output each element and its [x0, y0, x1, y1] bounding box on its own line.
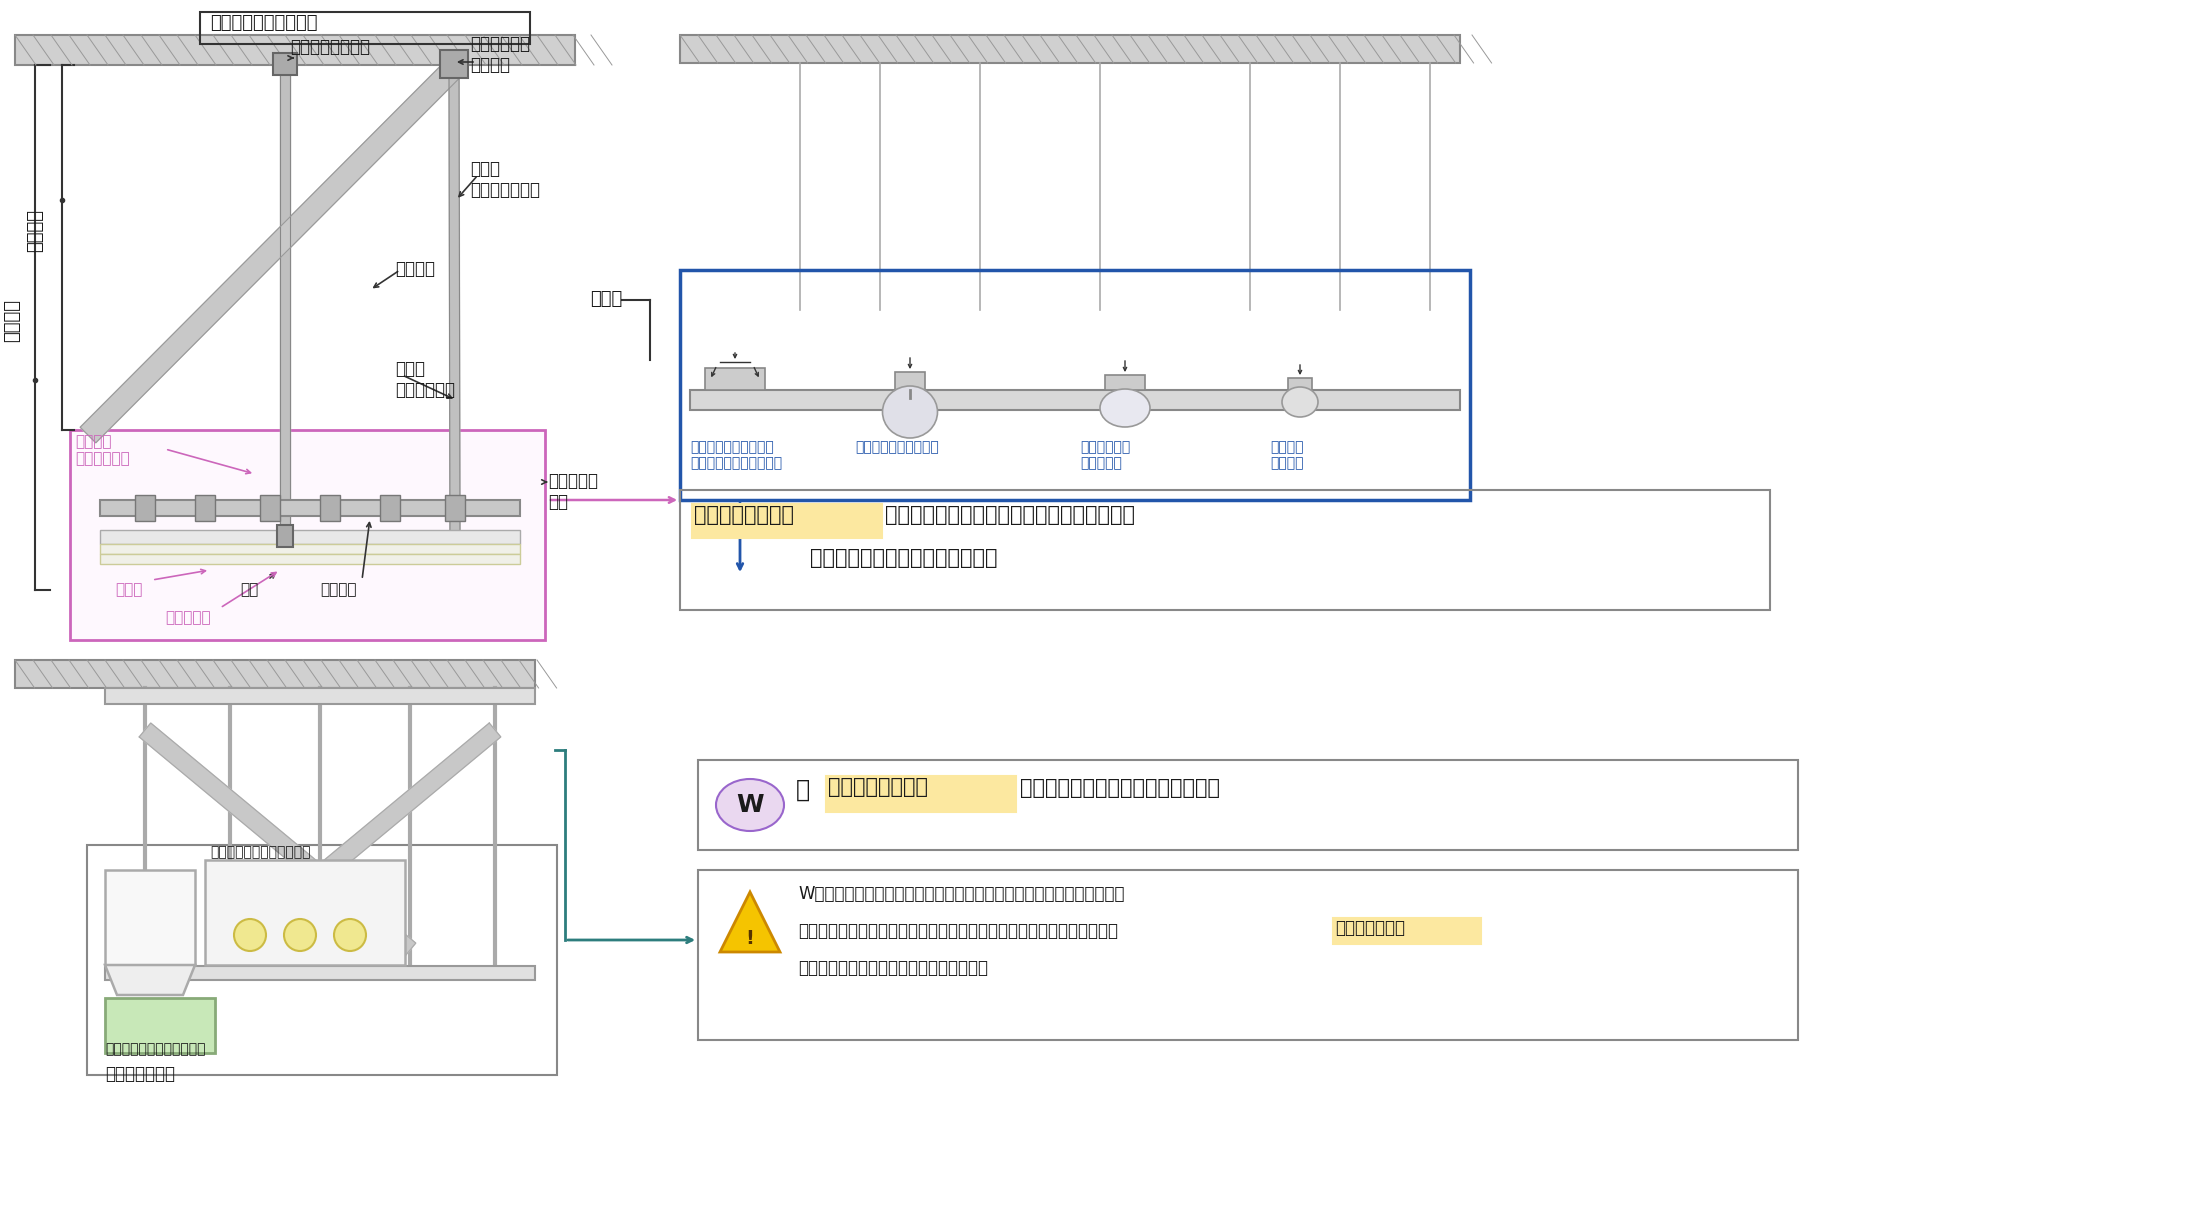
Bar	[380, 494, 400, 521]
Polygon shape	[448, 69, 459, 540]
Text: 付属金物
（クリップ）: 付属金物 （クリップ）	[75, 435, 130, 466]
Text: 野縁受け: 野縁受け	[321, 581, 356, 597]
Bar	[70, 430, 545, 640]
Text: 天井材: 天井材	[591, 290, 621, 308]
Bar	[200, 12, 529, 44]
Text: 天井面構成部材等: 天井面構成部材等	[694, 506, 795, 525]
Polygon shape	[224, 723, 501, 957]
Bar	[692, 504, 883, 539]
Bar	[698, 760, 1799, 849]
Text: 吊り材
（吊りボルト）: 吊り材 （吊りボルト）	[470, 160, 540, 198]
Bar	[195, 494, 215, 521]
Text: ＝: ＝	[795, 778, 810, 802]
Bar	[101, 499, 520, 517]
Text: ふところ: ふところ	[26, 208, 44, 251]
Bar	[105, 870, 195, 965]
Bar	[105, 688, 536, 704]
Text: 斜め部材: 斜め部材	[395, 259, 435, 278]
Bar	[277, 525, 292, 547]
Text: 衝撃により生ずる力を負担させるものの総重量であり「天井面構成部材: 衝撃により生ずる力を負担させるものの総重量であり「天井面構成部材	[797, 922, 1118, 940]
Ellipse shape	[716, 778, 784, 831]
Bar	[15, 35, 575, 65]
Text: 天井面構成
部材: 天井面構成 部材	[549, 472, 597, 510]
Text: W: W	[736, 793, 764, 816]
Text: 監視カメラ（直付型）: 監視カメラ（直付型）	[854, 439, 938, 454]
Text: 天井吊りサイン: 天井吊りサイン	[105, 1065, 176, 1083]
Text: ＋天井に自重を負担される設備等: ＋天井に自重を負担される設備等	[810, 548, 997, 568]
Text: 天井面構成部材等: 天井面構成部材等	[828, 777, 929, 797]
Text: 斜め部材上端
取付金具: 斜め部材上端 取付金具	[470, 35, 529, 73]
Text: 吊り長さ: 吊り長さ	[2, 299, 22, 341]
Bar	[690, 390, 1460, 410]
Bar	[134, 494, 156, 521]
Bar	[681, 271, 1469, 499]
Text: 振遥耐力上主要な部分: 振遥耐力上主要な部分	[211, 13, 318, 32]
Text: Wとは・・天井面構成部材及び天井面構成部材に地震その他の震動及び: Wとは・・天井面構成部材及び天井面構成部材に地震その他の震動及び	[797, 885, 1124, 903]
Polygon shape	[720, 892, 780, 952]
Polygon shape	[138, 723, 415, 957]
Bar	[826, 776, 1017, 812]
Bar	[105, 998, 215, 1053]
Bar	[15, 660, 536, 688]
Bar	[698, 870, 1799, 1040]
Bar	[681, 490, 1770, 610]
Bar	[101, 530, 520, 543]
Text: 天井下地材: 天井下地材	[165, 610, 211, 625]
Text: ＝天井板（仕上げ）＋天井下地材＋付属金物: ＝天井板（仕上げ）＋天井下地材＋付属金物	[885, 506, 1135, 525]
Circle shape	[283, 919, 316, 951]
Bar	[705, 368, 764, 390]
Text: 野縁: 野縁	[239, 581, 259, 597]
Polygon shape	[281, 65, 290, 540]
Polygon shape	[105, 965, 195, 995]
Bar	[439, 50, 468, 78]
Bar	[681, 35, 1460, 62]
Text: 吊り材
（ハンガー）: 吊り材 （ハンガー）	[395, 360, 455, 399]
Circle shape	[235, 919, 266, 951]
Text: 天井面構成部材: 天井面構成部材	[1335, 919, 1405, 938]
Polygon shape	[81, 60, 461, 443]
Ellipse shape	[1100, 389, 1151, 427]
Text: 照明ボックス（逆富士型）: 照明ボックス（逆富士型）	[105, 1042, 206, 1056]
Bar	[259, 494, 281, 521]
Text: 埋込みインサート: 埋込みインサート	[290, 38, 369, 56]
Text: !: !	[747, 929, 755, 947]
Text: 天井グリル・スリット
（天井チャンバー方式）: 天井グリル・スリット （天井チャンバー方式）	[690, 439, 782, 470]
Bar	[1289, 378, 1311, 390]
Text: 照明ボックス（埋込み型）: 照明ボックス（埋込み型）	[211, 845, 310, 859]
Text: 煙感知器
センサー: 煙感知器 センサー	[1269, 439, 1304, 470]
Bar	[101, 543, 520, 554]
Bar	[88, 845, 558, 1075]
Bar	[321, 494, 340, 521]
Text: 等」の總重量とは異なる場合があります。: 等」の總重量とは異なる場合があります。	[797, 958, 988, 977]
Ellipse shape	[1282, 387, 1318, 417]
Circle shape	[334, 919, 367, 951]
Text: ダウンライト
非常用照明: ダウンライト 非常用照明	[1080, 439, 1131, 470]
Bar	[1105, 375, 1144, 390]
Bar	[446, 494, 466, 521]
Bar	[272, 53, 296, 75]
Text: 天井板: 天井板	[114, 581, 143, 597]
Bar	[105, 966, 536, 980]
Bar	[204, 860, 404, 965]
Bar	[101, 554, 520, 564]
Text: ＋水平荷重を天井面に伝達するもの: ＋水平荷重を天井面に伝達するもの	[1019, 778, 1221, 798]
Bar	[896, 372, 925, 390]
Bar	[1333, 918, 1480, 944]
Ellipse shape	[883, 386, 938, 438]
